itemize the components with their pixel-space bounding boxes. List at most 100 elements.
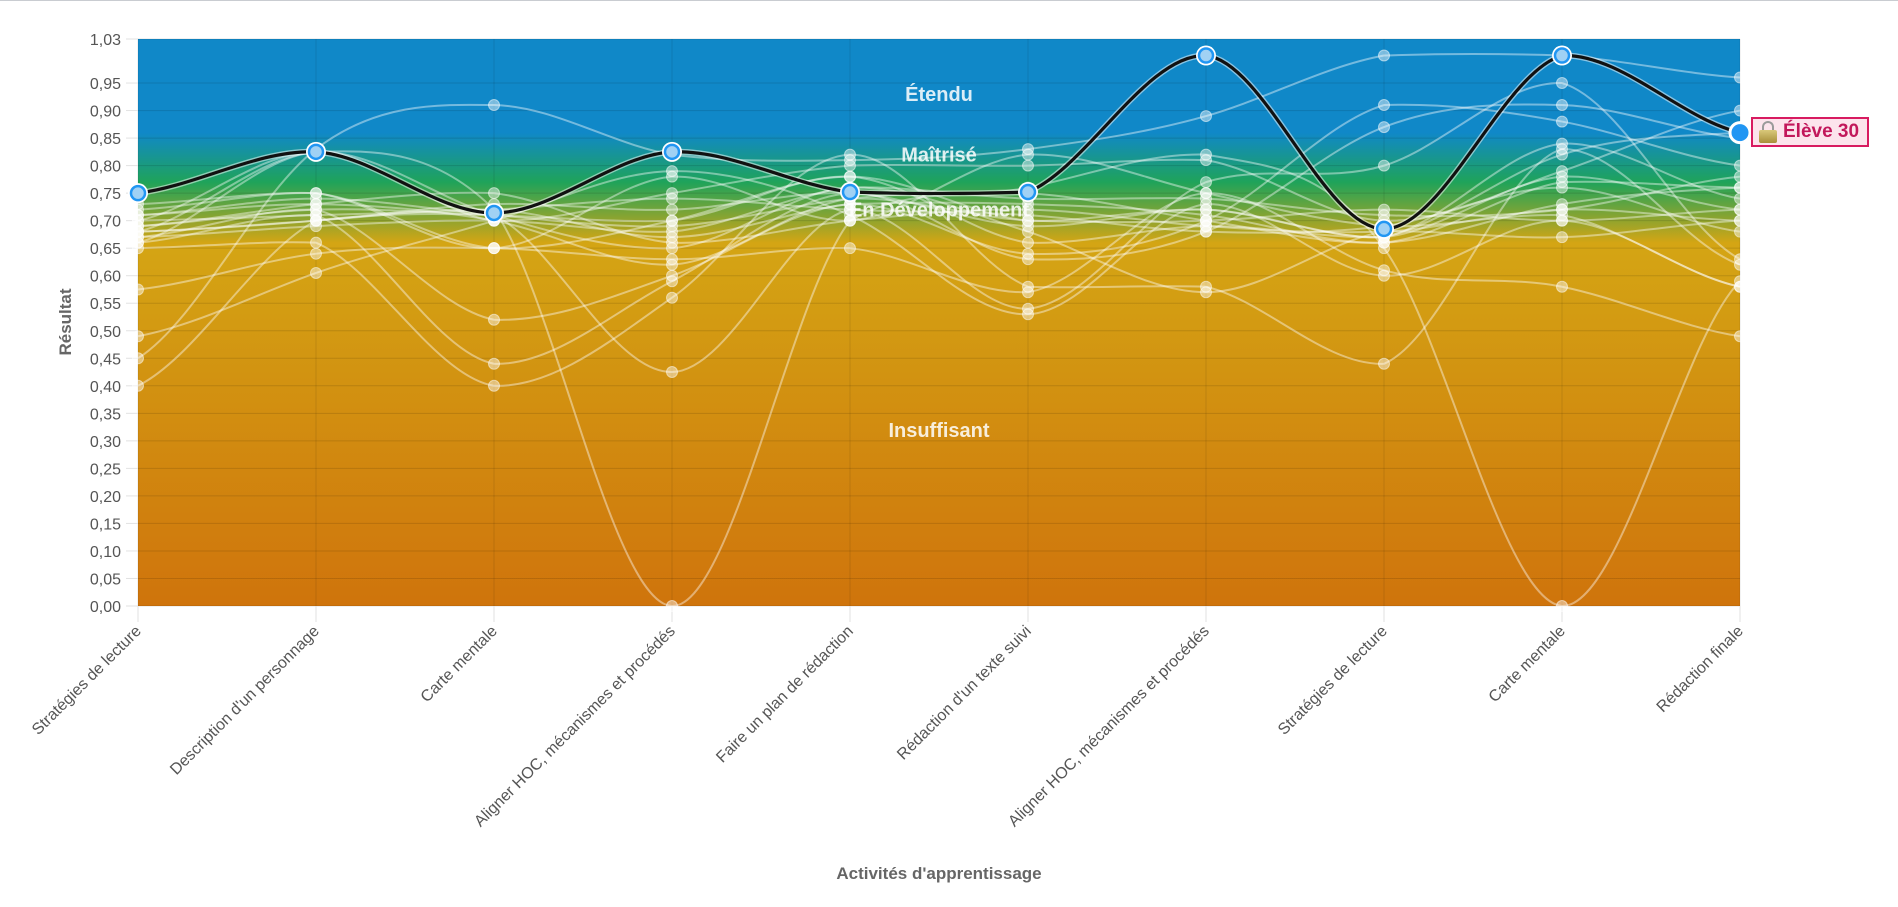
data-point[interactable] — [844, 170, 856, 183]
data-point[interactable] — [1734, 170, 1746, 183]
student-tag[interactable]: Élève 30 — [1751, 117, 1870, 147]
data-point[interactable] — [488, 99, 500, 112]
data-point[interactable] — [1734, 104, 1746, 117]
data-point[interactable] — [666, 366, 678, 379]
data-point[interactable] — [666, 203, 678, 216]
data-point[interactable] — [310, 236, 322, 249]
data-point[interactable] — [844, 242, 856, 255]
data-point[interactable] — [666, 214, 678, 227]
highlight-series[interactable] — [128, 45, 1752, 239]
data-point[interactable] — [1734, 192, 1746, 205]
data-point[interactable] — [666, 170, 678, 183]
data-point[interactable] — [1556, 214, 1568, 227]
data-point[interactable] — [1734, 71, 1746, 84]
data-point[interactable] — [1556, 165, 1568, 178]
data-point[interactable] — [1200, 176, 1212, 189]
data-point[interactable] — [1378, 269, 1390, 282]
data-point[interactable] — [844, 159, 856, 172]
student-series[interactable] — [132, 145, 1746, 612]
data-point[interactable] — [1200, 286, 1212, 299]
data-point[interactable] — [1556, 99, 1568, 112]
highlight-endpoint[interactable] — [1728, 121, 1752, 145]
data-point[interactable] — [132, 379, 144, 392]
series-line[interactable] — [137, 170, 1741, 338]
data-point[interactable] — [132, 352, 144, 365]
data-point[interactable] — [1734, 280, 1746, 293]
student-series[interactable] — [132, 143, 1746, 392]
data-point[interactable] — [310, 198, 322, 211]
data-point[interactable] — [1734, 214, 1746, 227]
series-line[interactable] — [137, 148, 1741, 387]
data-point[interactable] — [666, 231, 678, 244]
series-line[interactable] — [137, 53, 1741, 360]
data-point[interactable] — [1556, 231, 1568, 244]
series-line[interactable] — [137, 103, 1741, 365]
data-point[interactable] — [666, 242, 678, 255]
data-point[interactable] — [132, 236, 144, 249]
data-point[interactable] — [1022, 148, 1034, 161]
data-point[interactable] — [1200, 209, 1212, 222]
data-point[interactable] — [666, 275, 678, 288]
data-point[interactable] — [1734, 225, 1746, 238]
data-point[interactable] — [666, 291, 678, 304]
series-line[interactable] — [137, 142, 1741, 239]
data-point[interactable] — [1200, 110, 1212, 123]
data-point[interactable] — [310, 266, 322, 279]
series-line[interactable] — [137, 186, 1741, 234]
data-point[interactable] — [310, 247, 322, 260]
data-point[interactable] — [666, 600, 678, 612]
data-point[interactable] — [666, 258, 678, 271]
data-point[interactable] — [132, 209, 144, 222]
data-point[interactable] — [1022, 225, 1034, 238]
data-point[interactable] — [1200, 154, 1212, 167]
data-point[interactable] — [1022, 253, 1034, 266]
data-point[interactable] — [132, 330, 144, 343]
data-point[interactable] — [1022, 159, 1034, 172]
data-point[interactable] — [1734, 253, 1746, 266]
data-point[interactable] — [1556, 280, 1568, 293]
data-point[interactable] — [1200, 187, 1212, 200]
data-point[interactable] — [1734, 181, 1746, 194]
series-line[interactable] — [137, 150, 1741, 294]
data-point[interactable] — [1734, 159, 1746, 172]
data-point[interactable] — [310, 214, 322, 227]
data-point[interactable] — [1378, 159, 1390, 172]
data-point[interactable] — [1556, 600, 1568, 612]
series-line[interactable] — [137, 191, 1741, 244]
series-line[interactable] — [137, 103, 1741, 321]
data-point[interactable] — [1378, 203, 1390, 216]
data-point[interactable] — [132, 283, 144, 296]
data-point[interactable] — [488, 187, 500, 200]
data-point[interactable] — [488, 313, 500, 326]
data-point[interactable] — [310, 187, 322, 200]
data-point[interactable] — [1022, 214, 1034, 227]
data-point[interactable] — [488, 242, 500, 255]
data-point[interactable] — [844, 214, 856, 227]
data-point[interactable] — [1556, 176, 1568, 189]
data-point[interactable] — [1734, 203, 1746, 216]
data-point[interactable] — [1556, 137, 1568, 150]
data-point[interactable] — [1022, 286, 1034, 299]
data-point[interactable] — [488, 357, 500, 370]
highlight-line[interactable] — [137, 53, 1741, 231]
data-point[interactable] — [1734, 330, 1746, 343]
data-point[interactable] — [666, 192, 678, 205]
series-line[interactable] — [137, 131, 1741, 244]
data-point[interactable] — [1022, 236, 1034, 249]
student-series[interactable] — [132, 77, 1746, 392]
data-point[interactable] — [1556, 115, 1568, 128]
data-point[interactable] — [1378, 49, 1390, 62]
series-line[interactable] — [137, 180, 1741, 244]
data-point[interactable] — [1378, 121, 1390, 134]
series-line[interactable] — [137, 197, 1741, 266]
data-point[interactable] — [1378, 357, 1390, 370]
series-line[interactable] — [137, 192, 1741, 338]
series-line[interactable] — [137, 175, 1741, 250]
data-point[interactable] — [1378, 99, 1390, 112]
series-line[interactable] — [137, 82, 1741, 387]
data-point[interactable] — [1556, 77, 1568, 90]
data-point[interactable] — [1556, 148, 1568, 161]
data-point[interactable] — [132, 225, 144, 238]
data-point[interactable] — [1022, 302, 1034, 315]
series-line[interactable] — [137, 150, 1741, 608]
